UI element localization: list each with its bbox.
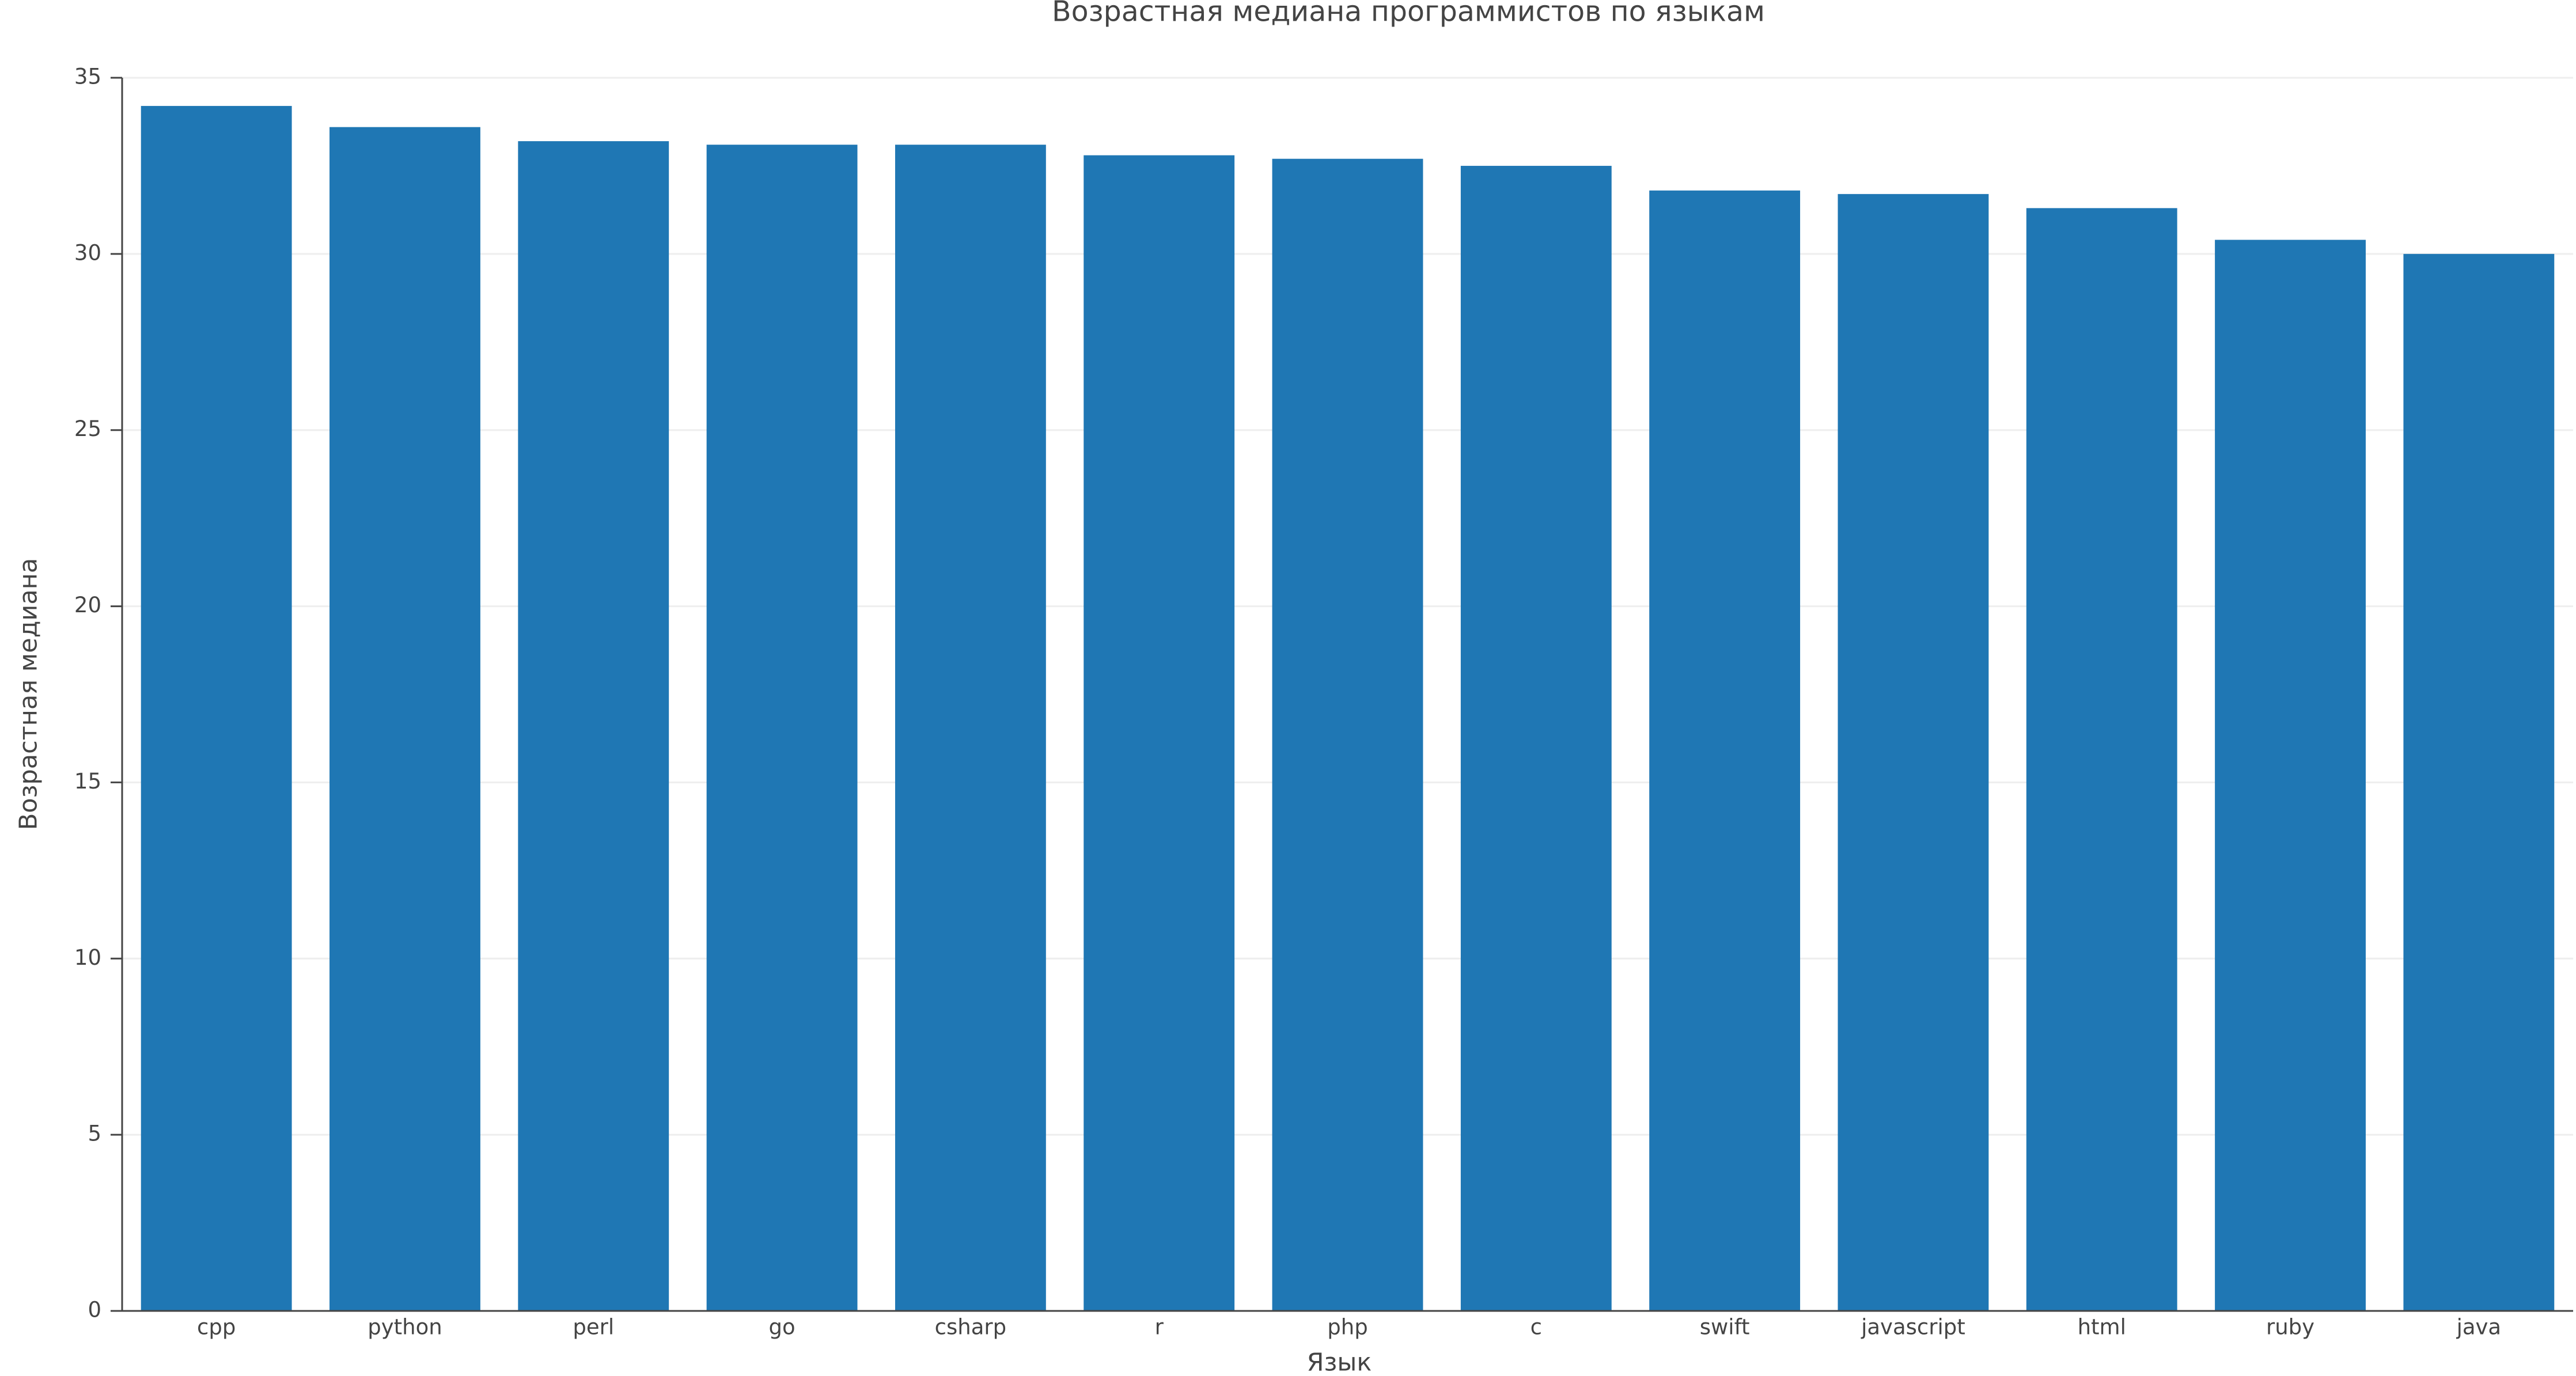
chart-title: Возрастная медиана программистов по язык… — [1052, 0, 1765, 28]
y-tick-label: 10 — [74, 945, 101, 970]
bar — [2215, 240, 2366, 1311]
x-tick-label: java — [2456, 1315, 2502, 1340]
x-tick-label: c — [1531, 1315, 1542, 1340]
y-tick-label: 30 — [74, 240, 101, 265]
bar — [1272, 158, 1423, 1311]
y-tick-label: 35 — [74, 65, 101, 89]
x-axis-title: Язык — [1307, 1348, 1372, 1374]
y-tick-label: 20 — [74, 593, 101, 617]
bar — [1838, 194, 1989, 1311]
x-tick-label: ruby — [2266, 1315, 2314, 1340]
y-axis-title: Возрастная медиана — [14, 558, 43, 830]
x-tick-label: swift — [1700, 1315, 1750, 1340]
bar — [1460, 165, 1612, 1311]
bar — [895, 145, 1046, 1311]
x-tick-label: r — [1155, 1315, 1164, 1340]
x-tick-label: python — [368, 1315, 442, 1340]
bar — [329, 127, 480, 1311]
x-tick-label: cpp — [197, 1315, 236, 1340]
y-tick-label: 0 — [88, 1298, 101, 1322]
bar — [706, 145, 858, 1311]
bar — [1084, 155, 1235, 1311]
x-tick-label: perl — [573, 1315, 614, 1340]
y-tick-label: 15 — [74, 769, 101, 794]
x-tick-label: csharp — [935, 1315, 1006, 1340]
bar — [518, 141, 669, 1311]
x-tick-label: php — [1327, 1315, 1367, 1340]
y-tick-label: 25 — [74, 416, 101, 441]
bar — [1649, 190, 1801, 1311]
bar — [2403, 253, 2555, 1311]
x-tick-label: html — [2078, 1315, 2126, 1340]
x-tick-label: go — [769, 1315, 795, 1340]
x-tick-label: javascript — [1861, 1315, 1965, 1340]
bar — [141, 105, 292, 1311]
bar — [2026, 208, 2177, 1311]
y-tick-label: 5 — [88, 1121, 101, 1146]
